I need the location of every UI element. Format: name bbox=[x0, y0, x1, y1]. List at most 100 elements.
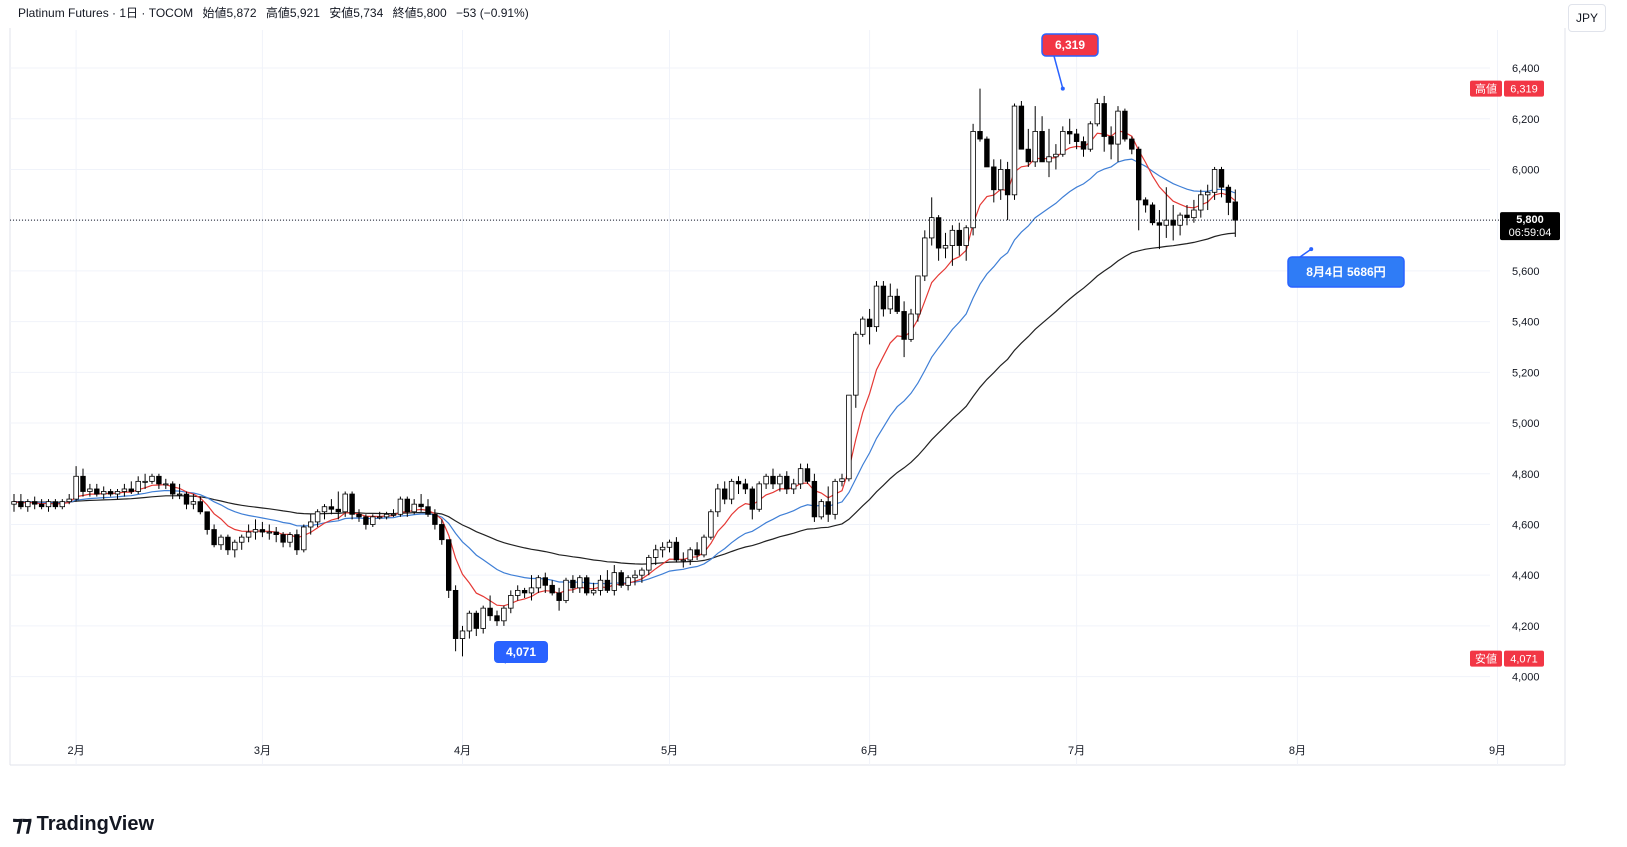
candle-up bbox=[908, 313, 914, 340]
candle-down bbox=[956, 229, 962, 246]
candle-down bbox=[183, 493, 190, 505]
x-tick-label: 7月 bbox=[1068, 745, 1085, 757]
candle-up bbox=[142, 480, 148, 483]
candle-up bbox=[515, 589, 521, 596]
candle-up bbox=[59, 501, 65, 508]
x-tick-label: 4月 bbox=[454, 745, 471, 757]
candle-down bbox=[494, 615, 500, 622]
candle-up bbox=[563, 579, 569, 601]
candle-up bbox=[998, 169, 1004, 191]
candle-up bbox=[970, 131, 976, 229]
candle-down bbox=[1073, 133, 1080, 142]
candle-down bbox=[604, 579, 611, 591]
candle-up bbox=[149, 475, 155, 482]
candle-up bbox=[1205, 191, 1211, 196]
candle-down bbox=[404, 498, 410, 513]
candle-down bbox=[991, 166, 997, 191]
candle-up bbox=[922, 237, 928, 277]
tradingview-logo[interactable]: ⁊⁊ TradingView bbox=[12, 811, 154, 836]
candle-up bbox=[687, 549, 693, 561]
candle-down bbox=[1018, 105, 1025, 150]
date-callout-box bbox=[1287, 256, 1405, 288]
candle-up bbox=[190, 501, 197, 505]
candle-down bbox=[584, 577, 590, 594]
close-value: 終値5,800 bbox=[392, 6, 447, 20]
candle-down bbox=[1108, 136, 1114, 145]
candle-up bbox=[873, 285, 880, 328]
candle-down bbox=[722, 488, 728, 500]
candle-up bbox=[590, 589, 597, 594]
candle-up bbox=[666, 541, 673, 548]
candle-up bbox=[459, 630, 466, 639]
candle-up bbox=[252, 529, 259, 533]
y-tick-label: 6,000 bbox=[1512, 164, 1540, 176]
candle-down bbox=[32, 501, 38, 505]
symbol-title[interactable]: Platinum Futures · 1日 · TOCOM bbox=[18, 6, 194, 20]
date-callout-pointer bbox=[1299, 248, 1312, 258]
candle-down bbox=[259, 529, 266, 533]
candle-up bbox=[114, 491, 121, 495]
candle-down bbox=[521, 589, 528, 594]
candle-down bbox=[866, 318, 873, 328]
candle-down bbox=[418, 503, 424, 508]
candle-down bbox=[618, 572, 624, 586]
candle-up bbox=[66, 498, 72, 503]
candle-up bbox=[1087, 123, 1094, 150]
candle-up bbox=[101, 491, 107, 495]
candle-up bbox=[1163, 219, 1169, 226]
candle-up bbox=[949, 229, 956, 246]
candle-down bbox=[1129, 138, 1135, 150]
candle-up bbox=[11, 501, 17, 505]
last-price-label: 5,800 bbox=[1516, 214, 1544, 226]
candle-down bbox=[784, 475, 790, 490]
candle-up bbox=[508, 595, 514, 609]
x-tick-label: 6月 bbox=[861, 745, 878, 757]
candle-down bbox=[901, 311, 907, 340]
candle-up bbox=[342, 493, 348, 513]
candle-down bbox=[80, 475, 86, 492]
high-tag-label: 高値 bbox=[1475, 82, 1497, 96]
candle-up bbox=[390, 513, 397, 516]
candle-down bbox=[1156, 222, 1163, 226]
candle-up bbox=[1211, 169, 1218, 193]
high-tag-box bbox=[1470, 80, 1502, 97]
currency-button[interactable]: JPY bbox=[1568, 4, 1606, 32]
y-tick-label: 5,600 bbox=[1512, 266, 1540, 278]
low-callout-box bbox=[494, 641, 548, 663]
candle-down bbox=[880, 285, 887, 310]
candle-down bbox=[542, 577, 548, 586]
candle-down bbox=[211, 529, 217, 546]
y-tick-label: 4,600 bbox=[1512, 519, 1540, 531]
high-value: 高値5,921 bbox=[265, 6, 320, 20]
ma-short-line bbox=[13, 130, 1236, 607]
candle-up bbox=[791, 483, 797, 490]
candle-down bbox=[1142, 199, 1149, 206]
x-tick-label: 2月 bbox=[68, 745, 85, 757]
candle-up bbox=[756, 483, 762, 510]
ma-mid-line bbox=[13, 158, 1236, 585]
low-tag-label: 安値 bbox=[1475, 652, 1497, 666]
candle-up bbox=[915, 275, 921, 315]
candle-down bbox=[935, 217, 942, 249]
candle-up bbox=[397, 498, 404, 515]
candle-up bbox=[1060, 131, 1066, 155]
candle-down bbox=[1170, 219, 1176, 226]
candle-up bbox=[929, 217, 935, 239]
candle-up bbox=[528, 587, 535, 594]
candle-down bbox=[439, 524, 445, 541]
candle-up bbox=[25, 501, 31, 508]
candle-up bbox=[887, 295, 893, 310]
candle-down bbox=[425, 506, 431, 515]
candle-down bbox=[1122, 110, 1128, 140]
candle-up bbox=[218, 536, 224, 546]
candle-up bbox=[266, 531, 272, 534]
candle-up bbox=[653, 549, 659, 558]
high-callout-pointer bbox=[1053, 55, 1064, 89]
low-tag-box bbox=[1470, 650, 1502, 667]
candle-up bbox=[307, 521, 314, 528]
candle-down bbox=[1225, 186, 1232, 203]
y-tick-label: 4,000 bbox=[1512, 672, 1540, 684]
high-callout-dot bbox=[1060, 86, 1065, 91]
low-value: 安値5,734 bbox=[329, 6, 384, 20]
